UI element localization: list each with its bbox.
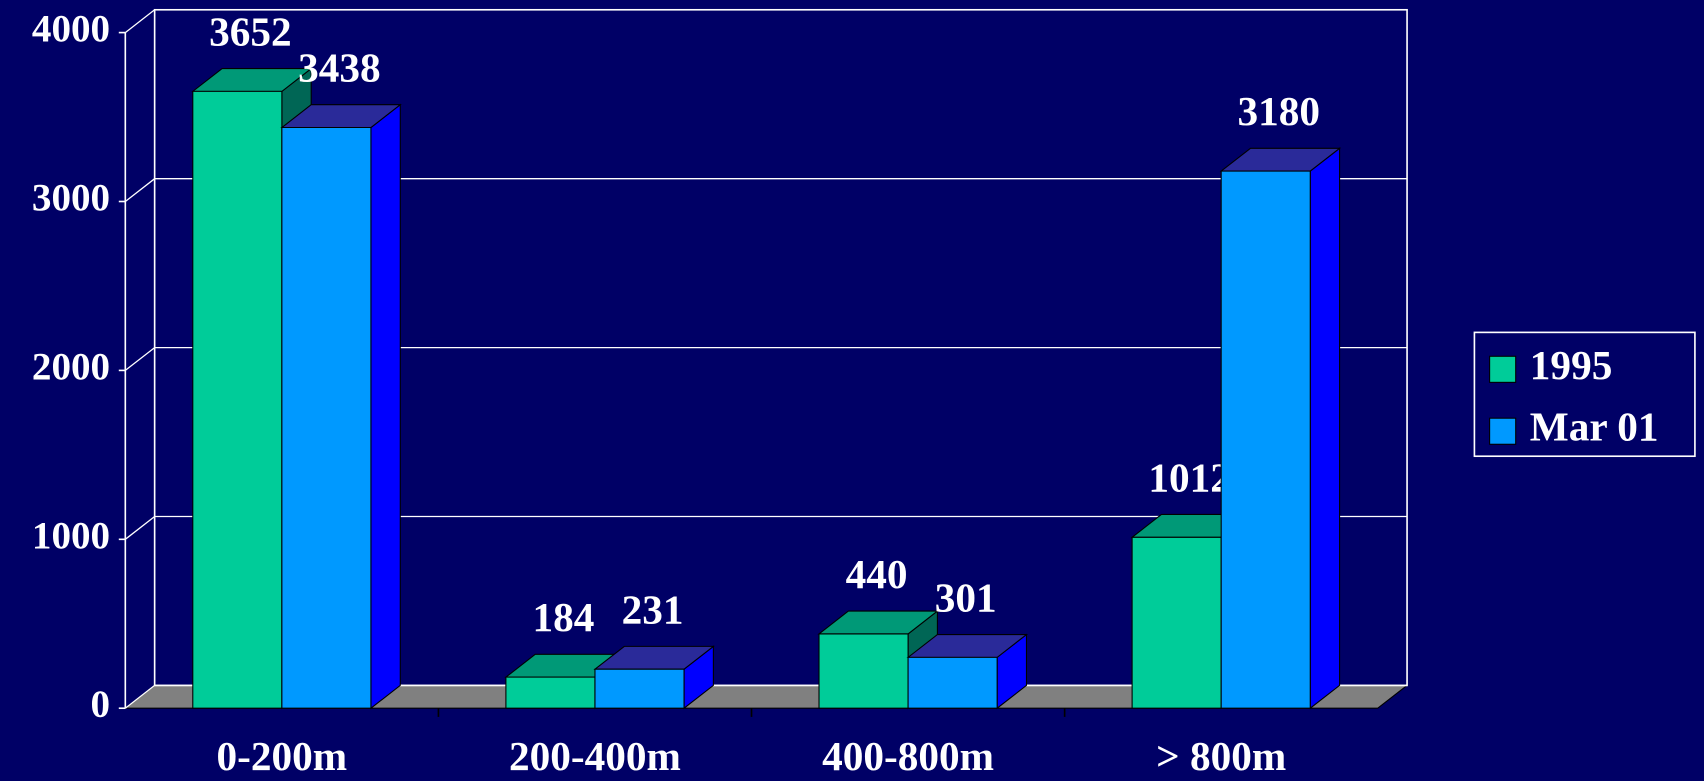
y-tick-label: 4000 [32, 8, 110, 51]
data-label: 301 [935, 574, 997, 620]
bar-front [594, 668, 685, 709]
x-tick-label: 0-200m [217, 733, 348, 779]
legend-swatch [1489, 355, 1517, 383]
y-tick-label: 1000 [32, 514, 110, 557]
bar [280, 103, 402, 710]
bar-front [1131, 536, 1222, 709]
y-tick-label: 0 [91, 683, 111, 726]
grid-line [124, 178, 1408, 203]
x-tick-label: > 800m [1156, 733, 1286, 779]
bar-front [505, 676, 596, 709]
bar-front [907, 656, 998, 709]
grid-line [124, 9, 1408, 34]
data-label: 3180 [1237, 88, 1320, 134]
data-label: 3438 [298, 45, 381, 91]
x-tick-label: 200-400m [509, 733, 681, 779]
data-label: 1012 [1148, 454, 1231, 500]
data-label: 3652 [209, 8, 292, 54]
data-label: 231 [622, 586, 684, 632]
bar-front [281, 126, 372, 709]
bar [1219, 147, 1342, 710]
bar-side [370, 103, 401, 710]
bar-front [192, 90, 283, 709]
bar-front [818, 633, 909, 709]
data-label: 440 [846, 551, 908, 597]
x-tick-label: 400-800m [822, 733, 994, 779]
legend-swatch [1489, 417, 1517, 445]
bar [593, 645, 715, 710]
bar-front [1220, 170, 1311, 709]
bar [906, 633, 1029, 710]
bar-side [1309, 147, 1341, 710]
legend-label: 1995 [1530, 342, 1613, 388]
legend-label: Mar 01 [1530, 404, 1659, 450]
data-label: 184 [533, 594, 595, 640]
grid-line [124, 346, 1408, 371]
grid-line [124, 515, 1408, 540]
y-tick-label: 3000 [32, 176, 110, 219]
y-tick-label: 2000 [32, 345, 110, 388]
